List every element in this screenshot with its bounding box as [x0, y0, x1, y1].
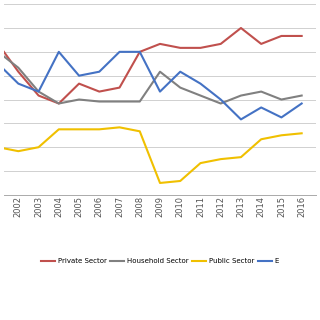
E	[198, 82, 202, 85]
E	[77, 74, 81, 78]
Household Sector	[16, 66, 20, 70]
Household Sector	[118, 100, 122, 103]
Public Sector	[259, 137, 263, 141]
E	[16, 82, 20, 85]
Household Sector	[37, 90, 41, 93]
Private Sector	[300, 34, 304, 38]
Household Sector	[97, 100, 101, 103]
Private Sector	[37, 94, 41, 98]
Public Sector	[158, 181, 162, 185]
Line: Household Sector: Household Sector	[0, 52, 302, 103]
Private Sector	[198, 46, 202, 50]
Household Sector	[239, 94, 243, 98]
E	[279, 116, 283, 119]
Household Sector	[138, 100, 142, 103]
E	[138, 50, 142, 54]
Private Sector	[118, 86, 122, 90]
E	[239, 117, 243, 121]
Public Sector	[57, 127, 61, 131]
Legend: Private Sector, Household Sector, Public Sector, E: Private Sector, Household Sector, Public…	[38, 256, 282, 267]
E	[118, 50, 122, 54]
Private Sector	[16, 70, 20, 74]
Private Sector	[219, 42, 223, 46]
Household Sector	[57, 101, 61, 105]
Private Sector	[57, 101, 61, 105]
Public Sector	[300, 132, 304, 135]
E	[259, 106, 263, 109]
Line: Public Sector: Public Sector	[0, 127, 302, 183]
E	[158, 90, 162, 93]
Line: Private Sector: Private Sector	[0, 28, 302, 103]
Household Sector	[279, 98, 283, 101]
Public Sector	[37, 145, 41, 149]
E	[219, 98, 223, 101]
Public Sector	[279, 133, 283, 137]
Line: E: E	[0, 52, 302, 119]
Public Sector	[198, 161, 202, 165]
Public Sector	[239, 155, 243, 159]
Household Sector	[219, 101, 223, 105]
Household Sector	[259, 90, 263, 93]
Private Sector	[279, 34, 283, 38]
Household Sector	[198, 94, 202, 98]
Private Sector	[178, 46, 182, 50]
E	[37, 90, 41, 93]
E	[97, 70, 101, 74]
Household Sector	[178, 86, 182, 90]
Public Sector	[77, 127, 81, 131]
Private Sector	[138, 50, 142, 54]
Household Sector	[77, 98, 81, 101]
E	[178, 70, 182, 74]
Private Sector	[77, 82, 81, 85]
Public Sector	[219, 157, 223, 161]
Household Sector	[158, 70, 162, 74]
Public Sector	[16, 149, 20, 153]
Public Sector	[97, 127, 101, 131]
Public Sector	[138, 129, 142, 133]
Public Sector	[178, 179, 182, 183]
Private Sector	[259, 42, 263, 46]
E	[57, 50, 61, 54]
Public Sector	[118, 125, 122, 129]
Private Sector	[97, 90, 101, 93]
Private Sector	[239, 26, 243, 30]
E	[300, 101, 304, 105]
Private Sector	[158, 42, 162, 46]
Household Sector	[300, 94, 304, 98]
